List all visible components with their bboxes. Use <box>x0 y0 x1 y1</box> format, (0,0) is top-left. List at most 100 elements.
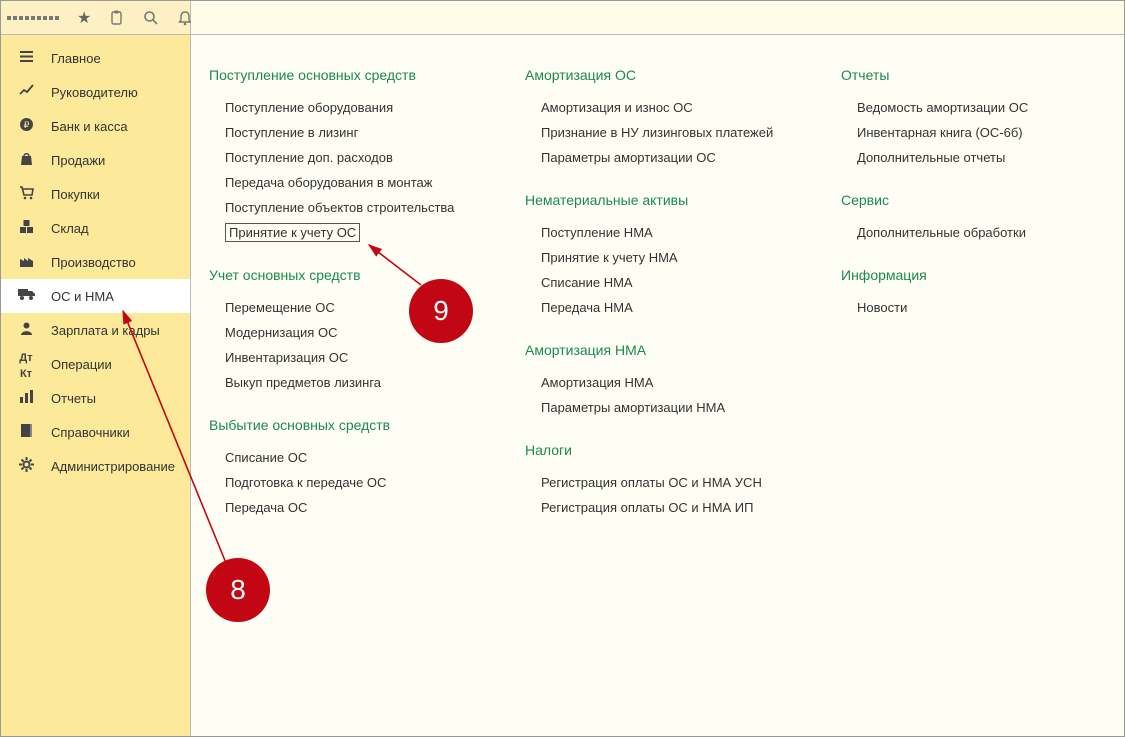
sidebar: Главное Руководителю ₽ Банк и касса Продажи П… <box>1 35 191 736</box>
sidebar-item-boxes[interactable]: Склад <box>1 211 190 245</box>
sidebar-item-label: Покупки <box>51 187 100 202</box>
menu-icon <box>17 49 35 67</box>
sidebar-item-label: Склад <box>51 221 89 236</box>
bag-icon <box>17 151 35 169</box>
sidebar-item-chart[interactable]: Отчеты <box>1 381 190 415</box>
boxes-icon <box>17 219 35 237</box>
sidebar-item-menu[interactable]: Главное <box>1 41 190 75</box>
content-column-1: Поступление основных средств Поступление … <box>209 63 489 728</box>
sidebar-item-bag[interactable]: Продажи <box>1 143 190 177</box>
section-links: Поступление оборудованияПоступление в ли… <box>225 95 489 245</box>
sidebar-item-ops[interactable]: ДтКт Операции <box>1 347 190 381</box>
content-area: Поступление основных средств Поступление … <box>191 35 1124 736</box>
menu-link[interactable]: Признание в НУ лизинговых платежей <box>541 120 805 145</box>
menu-link[interactable]: Поступление объектов строительства <box>225 195 489 220</box>
person-icon <box>17 321 35 339</box>
ops-icon: ДтКт <box>17 348 35 380</box>
sidebar-item-label: Руководителю <box>51 85 138 100</box>
section-links: Перемещение ОСМодернизация ОСИнвентариза… <box>225 295 489 395</box>
section-links: Амортизация и износ ОСПризнание в НУ лиз… <box>541 95 805 170</box>
sidebar-item-label: Отчеты <box>51 391 96 406</box>
menu-link[interactable]: Поступление доп. расходов <box>225 145 489 170</box>
menu-link[interactable]: Списание НМА <box>541 270 805 295</box>
menu-link[interactable]: Передача ОС <box>225 495 489 520</box>
section-title[interactable]: Информация <box>841 267 1101 283</box>
section-title[interactable]: Отчеты <box>841 67 1101 83</box>
truck-icon <box>17 288 35 304</box>
sidebar-item-label: Главное <box>51 51 101 66</box>
cart-icon <box>17 185 35 203</box>
topbar-space <box>191 1 1124 34</box>
menu-link[interactable]: Дополнительные отчеты <box>857 145 1101 170</box>
topbar-iconbar: ★ <box>1 1 191 34</box>
svg-text:₽: ₽ <box>23 120 29 130</box>
menu-link[interactable]: Регистрация оплаты ОС и НМА ИП <box>541 495 805 520</box>
menu-link[interactable]: Принятие к учету ОС <box>225 223 360 242</box>
rouble-icon: ₽ <box>17 117 35 135</box>
sidebar-item-label: Операции <box>51 357 112 372</box>
section-title[interactable]: Поступление основных средств <box>209 67 489 83</box>
menu-link[interactable]: Поступление в лизинг <box>225 120 489 145</box>
content-column-3: Отчеты Ведомость амортизации ОСИнвентарна… <box>841 63 1101 728</box>
sidebar-item-gear[interactable]: Администрирование <box>1 449 190 483</box>
topbar: ★ <box>1 1 1124 35</box>
section-title[interactable]: Выбытие основных средств <box>209 417 489 433</box>
menu-link[interactable]: Дополнительные обработки <box>857 220 1101 245</box>
sidebar-item-trend[interactable]: Руководителю <box>1 75 190 109</box>
section-title[interactable]: Амортизация НМА <box>525 342 805 358</box>
sidebar-item-label: Банк и касса <box>51 119 128 134</box>
section-title[interactable]: Сервис <box>841 192 1101 208</box>
menu-link[interactable]: Перемещение ОС <box>225 295 489 320</box>
menu-link[interactable]: Регистрация оплаты ОС и НМА УСН <box>541 470 805 495</box>
menu-link[interactable]: Поступление оборудования <box>225 95 489 120</box>
section-title[interactable]: Амортизация ОС <box>525 67 805 83</box>
menu-link[interactable]: Списание ОС <box>225 445 489 470</box>
sidebar-item-book[interactable]: Справочники <box>1 415 190 449</box>
menu-link[interactable]: Амортизация НМА <box>541 370 805 395</box>
star-icon[interactable]: ★ <box>77 1 91 34</box>
menu-link[interactable]: Инвентарная книга (ОС-6б) <box>857 120 1101 145</box>
menu-link[interactable]: Модернизация ОС <box>225 320 489 345</box>
menu-link[interactable]: Амортизация и износ ОС <box>541 95 805 120</box>
sidebar-item-label: Справочники <box>51 425 130 440</box>
factory-icon <box>17 253 35 271</box>
menu-link[interactable]: Передача НМА <box>541 295 805 320</box>
menu-link[interactable]: Подготовка к передаче ОС <box>225 470 489 495</box>
content-column-2: Амортизация ОС Амортизация и износ ОСПриз… <box>525 63 805 728</box>
menu-link[interactable]: Передача оборудования в монтаж <box>225 170 489 195</box>
sidebar-item-label: Производство <box>51 255 136 270</box>
chart-icon <box>17 389 35 407</box>
menu-link[interactable]: Параметры амортизации ОС <box>541 145 805 170</box>
trend-icon <box>17 83 35 101</box>
sidebar-item-person[interactable]: Зарплата и кадры <box>1 313 190 347</box>
search-icon[interactable] <box>143 1 159 34</box>
section-links: Поступление НМАПринятие к учету НМАСписа… <box>541 220 805 320</box>
section-links: Регистрация оплаты ОС и НМА УСНРегистрац… <box>541 470 805 520</box>
clipboard-icon[interactable] <box>109 1 125 34</box>
menu-link[interactable]: Параметры амортизации НМА <box>541 395 805 420</box>
sidebar-item-cart[interactable]: Покупки <box>1 177 190 211</box>
menu-link[interactable]: Принятие к учету НМА <box>541 245 805 270</box>
section-links: Новости <box>857 295 1101 320</box>
menu-link[interactable]: Ведомость амортизации ОС <box>857 95 1101 120</box>
section-title[interactable]: Учет основных средств <box>209 267 489 283</box>
apps-grid-icon[interactable] <box>7 1 59 34</box>
sidebar-item-label: Администрирование <box>51 459 175 474</box>
sidebar-item-label: Продажи <box>51 153 105 168</box>
section-title[interactable]: Нематериальные активы <box>525 192 805 208</box>
section-title[interactable]: Налоги <box>525 442 805 458</box>
menu-link[interactable]: Выкуп предметов лизинга <box>225 370 489 395</box>
section-links: Списание ОСПодготовка к передаче ОСПеред… <box>225 445 489 520</box>
menu-link[interactable]: Инвентаризация ОС <box>225 345 489 370</box>
book-icon <box>17 423 35 441</box>
sidebar-item-label: ОС и НМА <box>51 289 114 304</box>
section-links: Дополнительные обработки <box>857 220 1101 245</box>
sidebar-item-factory[interactable]: Производство <box>1 245 190 279</box>
menu-link[interactable]: Поступление НМА <box>541 220 805 245</box>
sidebar-item-rouble[interactable]: ₽ Банк и касса <box>1 109 190 143</box>
menu-link[interactable]: Новости <box>857 295 1101 320</box>
sidebar-item-truck[interactable]: ОС и НМА <box>1 279 190 313</box>
gear-icon <box>17 457 35 475</box>
sidebar-item-label: Зарплата и кадры <box>51 323 160 338</box>
section-links: Ведомость амортизации ОСИнвентарная книг… <box>857 95 1101 170</box>
